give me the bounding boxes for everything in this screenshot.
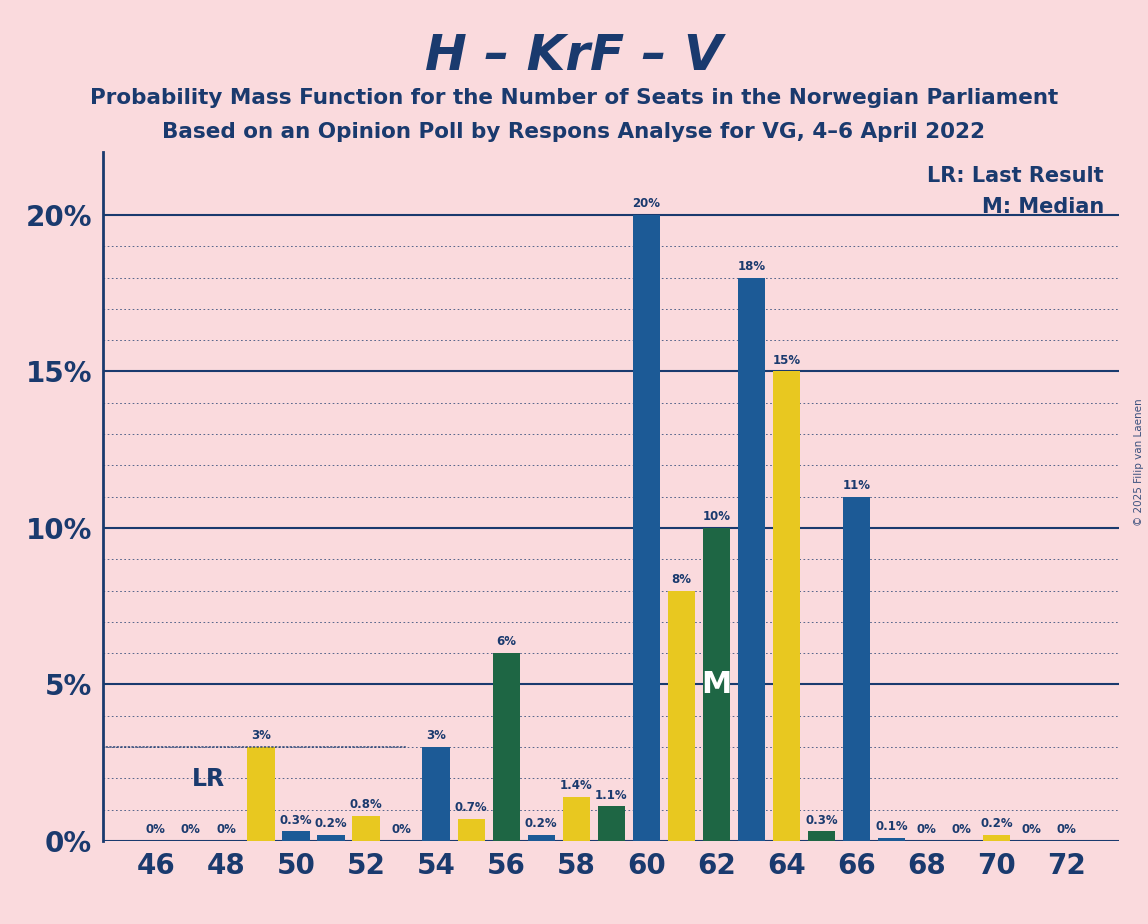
Text: 0%: 0%: [952, 823, 971, 836]
Bar: [352, 816, 380, 841]
Text: 0.2%: 0.2%: [980, 817, 1013, 830]
Bar: [598, 807, 625, 841]
Text: 15%: 15%: [773, 354, 800, 367]
Bar: [738, 277, 765, 841]
Text: 3%: 3%: [426, 729, 447, 742]
Text: 0%: 0%: [1057, 823, 1077, 836]
Text: 0%: 0%: [216, 823, 235, 836]
Text: 0.2%: 0.2%: [315, 817, 348, 830]
Bar: [808, 832, 836, 841]
Text: 8%: 8%: [672, 573, 691, 586]
Text: 1.4%: 1.4%: [560, 779, 592, 793]
Bar: [317, 834, 344, 841]
Text: 10%: 10%: [703, 510, 730, 523]
Text: 3%: 3%: [251, 729, 271, 742]
Bar: [773, 371, 800, 841]
Text: 0%: 0%: [916, 823, 937, 836]
Text: 0.1%: 0.1%: [875, 820, 908, 833]
Text: M: M: [701, 670, 731, 699]
Bar: [878, 838, 906, 841]
Bar: [528, 834, 554, 841]
Bar: [492, 653, 520, 841]
Text: 0.3%: 0.3%: [805, 814, 838, 827]
Text: 0.8%: 0.8%: [350, 798, 382, 811]
Text: 0.7%: 0.7%: [455, 801, 488, 814]
Text: © 2025 Filip van Laenen: © 2025 Filip van Laenen: [1134, 398, 1143, 526]
Text: 0%: 0%: [181, 823, 201, 836]
Text: 0%: 0%: [146, 823, 165, 836]
Text: M: Median: M: Median: [982, 197, 1104, 217]
Text: 0%: 0%: [1022, 823, 1041, 836]
Bar: [633, 215, 660, 841]
Bar: [458, 819, 484, 841]
Bar: [247, 747, 274, 841]
Text: 18%: 18%: [737, 260, 766, 273]
Bar: [668, 590, 695, 841]
Bar: [282, 832, 310, 841]
Bar: [983, 834, 1010, 841]
Bar: [422, 747, 450, 841]
Text: Based on an Opinion Poll by Respons Analyse for VG, 4–6 April 2022: Based on an Opinion Poll by Respons Anal…: [163, 122, 985, 142]
Bar: [843, 497, 870, 841]
Text: H – KrF – V: H – KrF – V: [425, 32, 723, 80]
Text: 11%: 11%: [843, 479, 870, 492]
Text: LR: LR: [192, 767, 225, 791]
Text: 0.2%: 0.2%: [525, 817, 558, 830]
Bar: [703, 528, 730, 841]
Text: Probability Mass Function for the Number of Seats in the Norwegian Parliament: Probability Mass Function for the Number…: [90, 88, 1058, 108]
Text: 0.3%: 0.3%: [280, 814, 312, 827]
Text: 6%: 6%: [496, 636, 517, 649]
Text: LR: Last Result: LR: Last Result: [928, 166, 1104, 187]
Text: 20%: 20%: [633, 198, 660, 211]
Text: 1.1%: 1.1%: [595, 789, 628, 802]
Text: 0%: 0%: [391, 823, 411, 836]
Bar: [563, 797, 590, 841]
